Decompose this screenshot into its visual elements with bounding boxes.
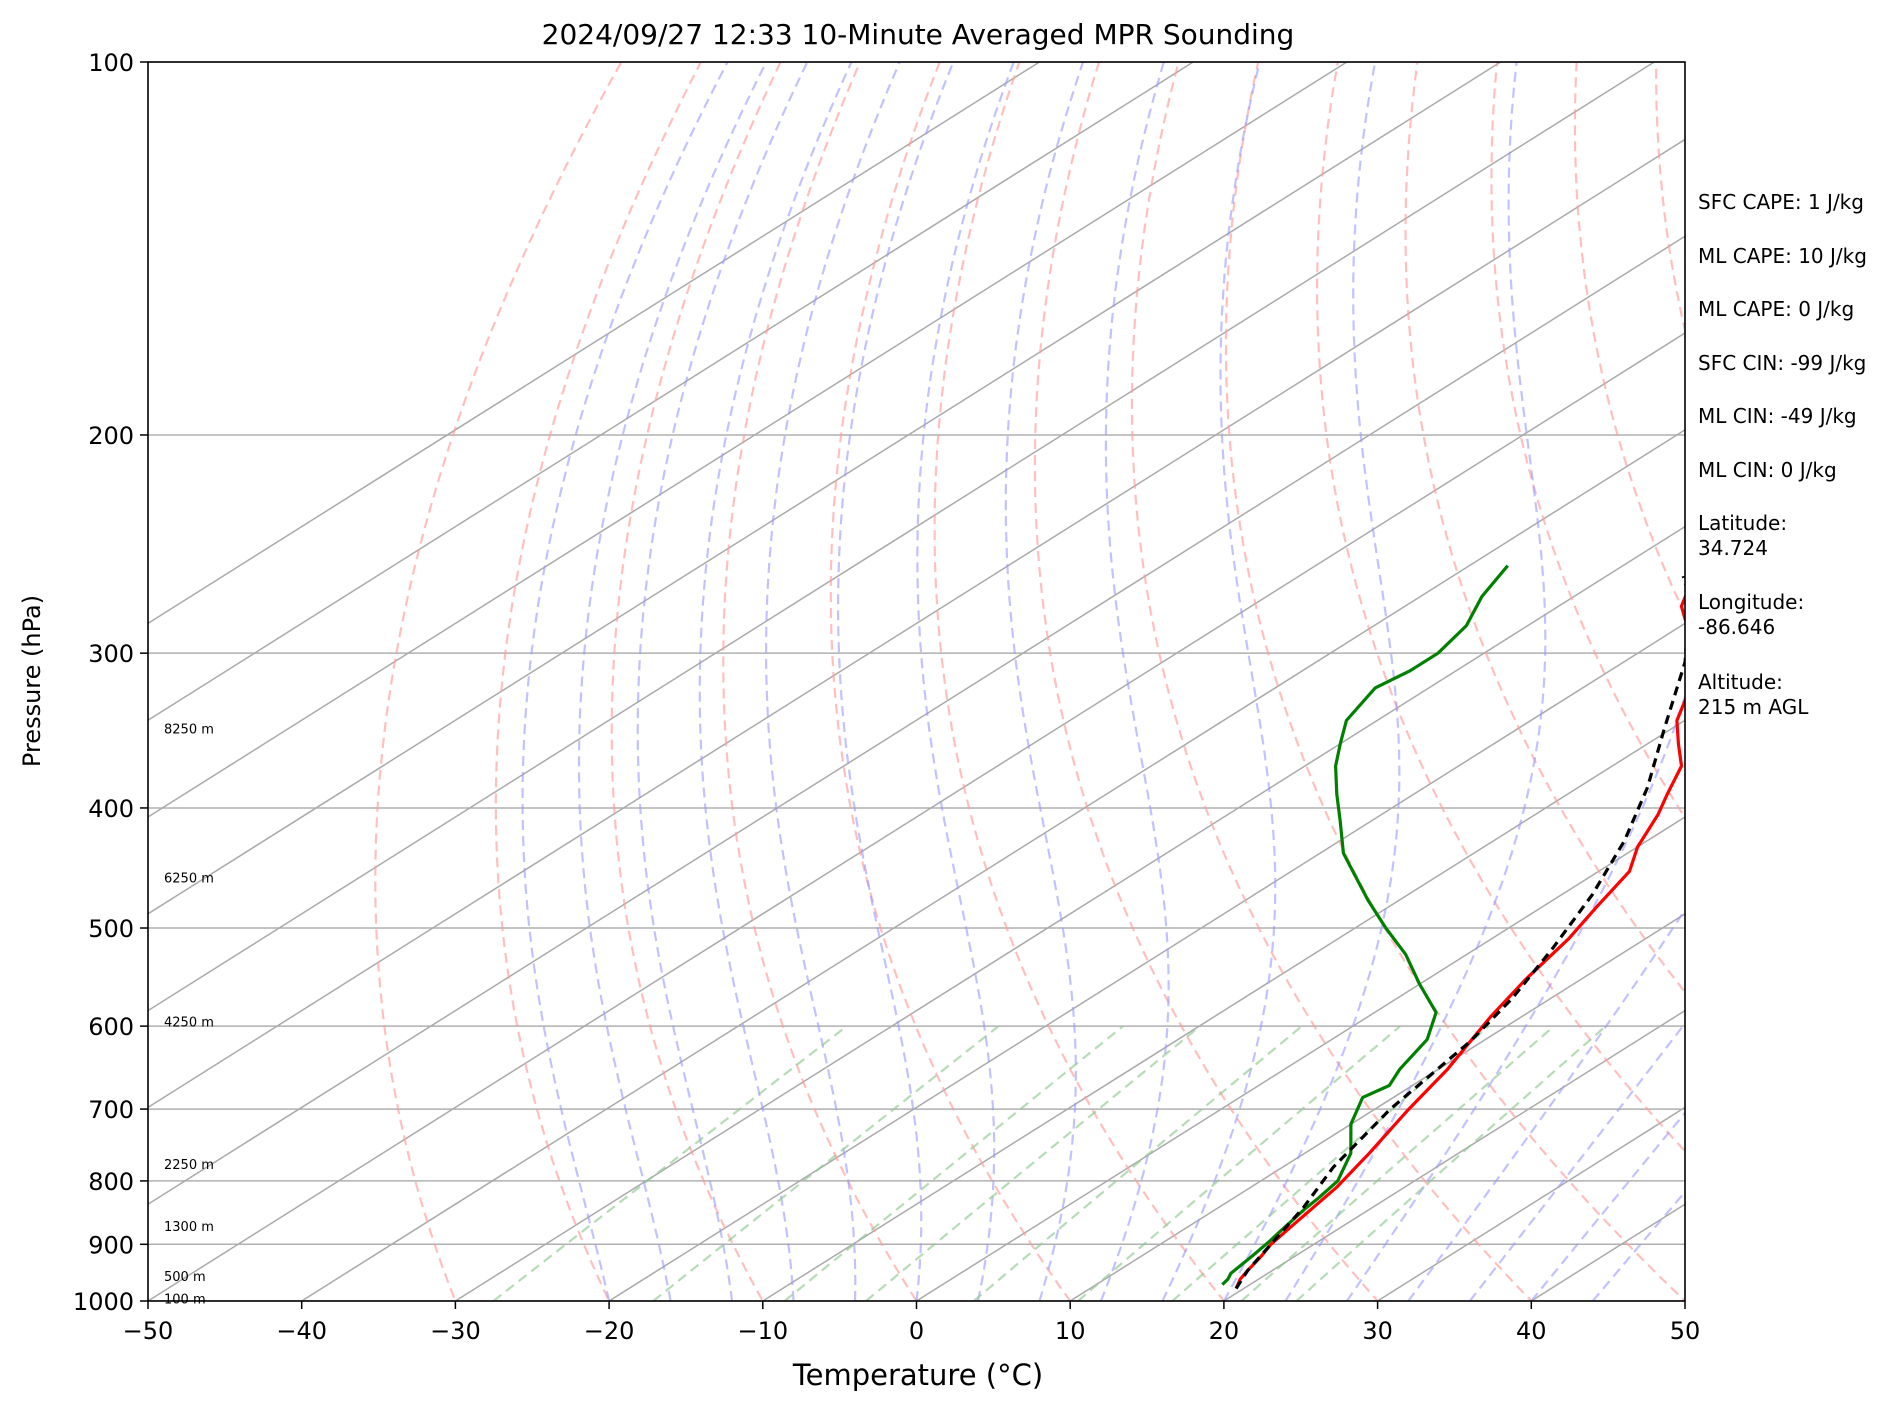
mixing-ratio-line [1171,1025,1490,1301]
mixing-ratio-line [1240,1025,1555,1301]
moist-adiabat-line [577,62,768,1301]
isotherm-line [608,622,1685,1301]
moist-adiabat-line [1004,62,1085,1301]
height-label: 4250 m [164,1016,214,1031]
dewpoint-line [1221,564,1509,1286]
x-tick-label: −50 [123,1317,174,1345]
y-tick-label: 900 [88,1231,134,1259]
x-tick-label: −40 [276,1317,327,1345]
y-tick-label: 100 [88,49,134,77]
x-tick-label: 10 [1055,1317,1086,1345]
x-tick-label: −20 [584,1317,635,1345]
y-tick-label: 400 [88,795,134,823]
stat-ml-cin: ML CIN: -49 J/kg [1698,404,1857,428]
moist-adiabat-line [1099,62,1170,1301]
dry-adiabat-line [829,62,1072,1301]
dry-adiabat-line [374,62,623,1301]
moist-adiabat-line [764,62,901,1301]
isotherm-line [148,62,1655,1012]
isotherm-line [148,62,1501,915]
dry-adiabat-line [722,62,918,1301]
dry-adiabat-line [1315,62,1685,1153]
y-tick-label: 300 [88,640,134,668]
stat-latitude: Latitude: 34.724 [1698,511,1788,560]
isotherm-line [1069,912,1685,1301]
chart-title: 2024/09/27 12:33 10-Minute Averaged MPR … [542,18,1295,51]
mixing-ratio-line [652,1025,1000,1301]
plot-frame [147,61,1686,1302]
y-tick-label: 200 [88,422,134,450]
moist-adiabat-line [636,62,809,1301]
dry-adiabat-line [1224,62,1685,1301]
height-label: 2250 m [164,1158,214,1173]
moist-adiabat-line [1530,1111,1685,1301]
moist-adiabat-line [1161,62,1277,1301]
y-axis-label: Pressure (hPa) [18,595,46,767]
mixing-ratio-line [865,1025,1201,1301]
axis-ticks: −50 −40 −30 −20 −10 0 10 20 30 40 50 100 200 300 400 50… [73,49,1700,1345]
y-tick-label: 1000 [73,1288,134,1316]
moist-adiabat-line [1591,1190,1685,1301]
height-label: 6250 m [164,871,214,886]
x-tick-label: 20 [1209,1317,1240,1345]
dry-adiabat-line [933,62,1226,1301]
mixing-ratio-line [1077,1025,1401,1301]
stat-ml-cape-2: ML CAPE: 0 J/kg [1698,297,1855,321]
isotherm-line [148,235,1685,1206]
isotherm-line [916,816,1685,1301]
isotherm-line [148,62,1040,625]
stat-altitude: Altitude: 215 m AGL [1698,670,1809,719]
stat-sfc-cin: SFC CIN: -99 J/kg [1698,351,1867,375]
isotherm-line [148,332,1685,1301]
mixing-ratio-line [972,1025,1303,1301]
height-label: 8250 m [164,722,214,737]
dry-adiabat-line [610,62,782,1301]
stat-ml-cin-2: ML CIN: 0 J/kg [1698,458,1837,482]
stat-sfc-cape: SFC CAPE: 1 J/kg [1698,190,1864,214]
height-label: 1300 m [164,1220,214,1235]
x-tick-label: 40 [1516,1317,1547,1345]
background-lines [148,62,1685,1301]
height-label: 100 m [164,1292,206,1307]
x-tick-label: −10 [737,1317,788,1345]
parcel-line [1234,575,1685,1290]
x-axis-label: Temperature (°C) [792,1358,1043,1392]
isotherm-line [1223,1009,1685,1301]
dry-adiabat-line [1573,62,1685,618]
dry-adiabat-line [1033,62,1380,1301]
x-tick-label: 50 [1670,1317,1701,1345]
x-tick-label: −30 [430,1317,481,1345]
x-tick-label: 0 [909,1317,924,1345]
isotherm-line [762,719,1685,1301]
dry-adiabat-line [1130,62,1533,1301]
y-tick-label: 700 [88,1096,134,1124]
stat-longitude: Longitude: -86.646 [1698,590,1805,639]
mixing-ratio-line [783,1025,1124,1301]
data-series [1221,564,1685,1290]
moist-adiabat-line [698,62,853,1301]
mixing-ratio-line [492,1025,848,1301]
isotherm-line [148,138,1685,1109]
moist-adiabat-line [916,62,1015,1301]
y-tick-label: 600 [88,1013,134,1041]
x-tick-label: 30 [1362,1317,1393,1345]
dry-adiabat-line [494,62,702,1301]
isotherm-line [301,428,1685,1301]
y-tick-label: 500 [88,915,134,943]
moist-adiabat-line [521,62,729,1301]
temperature-line [1234,593,1685,1290]
mixing-ratio-line [1295,1025,1607,1301]
moist-adiabat-line [836,62,955,1301]
stat-ml-cape: ML CAPE: 10 J/kg [1698,244,1867,268]
isotherm-line [148,62,1194,722]
moist-adiabat-line [1345,692,1685,1301]
isotherm-line [455,525,1685,1301]
height-label: 500 m [164,1270,206,1285]
y-tick-label: 800 [88,1168,134,1196]
dry-adiabat-line [1490,62,1685,820]
isotherm-line [148,62,1348,818]
